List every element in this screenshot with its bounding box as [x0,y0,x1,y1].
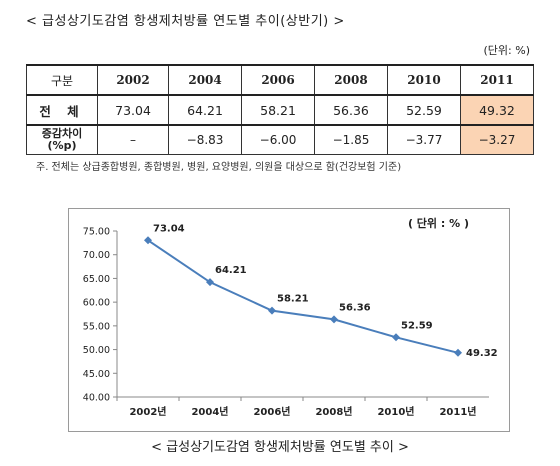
y-tick-label: 55.00 [83,321,110,332]
data-point [144,236,152,245]
table-cell: – [96,124,170,155]
year-header: 2010 [386,64,461,96]
chart-svg: 40.00 45.00 50.00 55.00 60.00 65.00 70.00 75.00… [83,216,498,418]
data-point [454,348,462,357]
data-point [392,333,400,342]
y-tick-label: 50.00 [83,345,110,356]
x-tick-label: 2006년 [253,405,290,418]
table-unit: (단위: %) [483,44,530,57]
line-chart: 40.00 45.00 50.00 55.00 60.00 65.00 70.00 75.00… [68,208,510,432]
table-cell: 64.21 [168,94,243,126]
year-header: 2004 [168,64,243,96]
x-tick-label: 2008년 [315,405,352,418]
year-header: 2011 [459,64,535,96]
y-tick-label: 65.00 [83,274,110,285]
year-header: 2008 [314,64,388,96]
table-cell: −6.00 [241,124,316,155]
chart-unit-label: ( 단위 : % ) [408,216,469,230]
table-cell-highlight: 49.32 [459,94,535,126]
summary-table: 구분 2002 2004 2006 2008 2010 2011 전 체 73.… [26,64,535,155]
data-label: 56.36 [339,302,371,313]
data-label: 58.21 [277,294,309,305]
x-tick-label: 2004년 [191,405,228,418]
table-note: 주. 전체는 상급종합병원, 종합병원, 병원, 요양병원, 의원을 대상으로 … [36,162,402,173]
table-cell: −3.77 [386,124,461,155]
data-label: 49.32 [466,348,498,359]
data-point [206,278,214,287]
y-tick-label: 40.00 [83,393,110,404]
series-line [147,239,459,354]
data-label: 52.59 [401,320,433,331]
y-tick-label: 70.00 [83,250,110,261]
data-label: 64.21 [215,265,247,276]
row-label: 전 체 [26,94,98,126]
x-tick-label: 2002년 [129,405,166,418]
y-tick-label: 75.00 [83,227,110,238]
table-cell: 73.04 [96,94,170,126]
y-tick-label: 60.00 [83,298,110,309]
chart-caption: < 급성상기도감염 항생제처방률 연도별 추이 > [151,440,409,455]
data-point [330,315,338,324]
table-row-total: 전 체 73.04 64.21 58.21 56.36 52.59 49.32 [26,94,535,126]
table-row-diff: 증감차이 (%p) – −8.83 −6.00 −1.85 −3.77 −3.2… [26,124,535,155]
table-header-row: 구분 2002 2004 2006 2008 2010 2011 [26,64,535,96]
y-tick-label: 45.00 [83,369,110,380]
year-header: 2002 [96,64,170,96]
table-cell: 52.59 [386,94,461,126]
table-cell-highlight: −3.27 [459,124,535,155]
x-tick-label: 2011년 [439,405,476,418]
table-title: < 급성상기도감염 항생제처방률 연도별 추이(상반기) > [26,14,345,29]
data-label: 73.04 [153,223,185,234]
x-tick-label: 2010년 [377,405,414,418]
table-cell: −8.83 [168,124,243,155]
row-label: 증감차이 (%p) [26,124,98,155]
data-point [268,306,276,315]
table-cell: 58.21 [241,94,316,126]
table-cell: 56.36 [314,94,388,126]
year-header: 2006 [241,64,316,96]
corner-cell: 구분 [26,64,98,96]
table-cell: −1.85 [314,124,388,155]
